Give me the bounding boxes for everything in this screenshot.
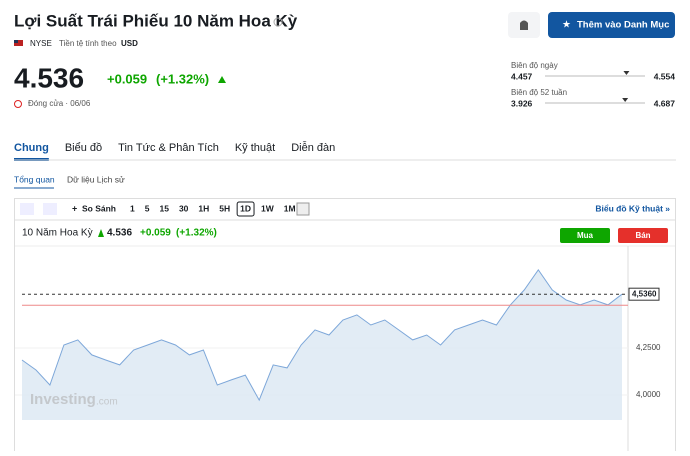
interval-active	[236, 201, 255, 217]
change-pct: (+1.32%)	[156, 71, 209, 86]
interval[interactable]: 1M	[284, 203, 296, 213]
price: 4.536	[14, 62, 84, 93]
watermark-suffix: .com	[96, 397, 118, 408]
watermark: Investing	[30, 391, 96, 408]
interval[interactable]: 15	[159, 203, 169, 213]
buy-button[interactable]	[560, 228, 610, 243]
interval[interactable]: 30	[179, 203, 189, 213]
tab[interactable]: Kỹ thuật	[235, 142, 275, 154]
range-high: 4.554	[654, 71, 676, 81]
tab[interactable]: Biểu đồ	[65, 142, 102, 154]
y-tick-label: 4,0000	[636, 390, 661, 399]
area-icon[interactable]	[43, 203, 57, 215]
chart-price: 4.536	[107, 228, 132, 239]
interval[interactable]: 5H	[219, 203, 230, 213]
status: Đóng cửa · 06/06	[28, 99, 91, 108]
price-tag-label: 4,5360	[632, 289, 657, 298]
sell-label: Bán	[635, 231, 650, 240]
range-track	[545, 102, 645, 104]
range-marker	[623, 71, 630, 75]
tab[interactable]: Diễn đàn	[291, 141, 335, 154]
range-label: Biên độ ngày	[511, 61, 558, 70]
currency-label: Tiền tệ tính theo	[59, 39, 117, 48]
buy-label: Mua	[577, 231, 594, 240]
change: +0.059	[107, 71, 147, 86]
info-icon[interactable]	[273, 17, 283, 27]
range-low: 3.926	[511, 98, 533, 108]
interval[interactable]: 1	[130, 203, 135, 213]
currency: USD	[121, 39, 138, 48]
watchlist-label: Thêm vào Danh Mục	[577, 20, 669, 31]
interval[interactable]: 1D	[240, 203, 251, 213]
compare[interactable]: So Sánh	[82, 203, 116, 213]
range-high: 4.687	[654, 98, 676, 108]
chart-change: +0.059	[140, 228, 171, 239]
area	[22, 269, 622, 420]
candle-icon[interactable]	[20, 203, 34, 215]
watchlist-button[interactable]	[548, 12, 675, 38]
star: ★	[562, 20, 571, 31]
price-tag	[628, 287, 660, 301]
interval[interactable]: 1H	[198, 203, 209, 213]
sell-button[interactable]	[618, 228, 668, 243]
up-arrow	[218, 76, 226, 83]
tab[interactable]: Tin Tức & Phân Tích	[118, 142, 219, 154]
technical-link[interactable]: Biểu đồ Kỹ thuật »	[595, 203, 670, 213]
range-marker	[622, 98, 629, 102]
chart-name: 10 Năm Hoa Kỳ	[22, 228, 93, 239]
settings-icon[interactable]	[296, 202, 310, 216]
exchange: NYSE	[30, 39, 52, 48]
range-track	[545, 75, 645, 77]
range-low: 4.457	[511, 71, 533, 81]
range-label: Biên độ 52 tuần	[511, 88, 567, 97]
chart-frame	[14, 198, 676, 456]
line	[21, 269, 623, 402]
interval[interactable]: 1W	[261, 203, 275, 213]
compare-plus[interactable]: +	[72, 203, 77, 213]
flag	[14, 40, 23, 46]
chart-change-pct: (+1.32%)	[176, 228, 217, 239]
subtab[interactable]: Tổng quan	[14, 174, 55, 184]
clock-icon	[14, 100, 22, 108]
title: Lợi Suất Trái Phiếu 10 Năm Hoa Kỳ	[14, 11, 298, 30]
y-tick-label: 4,2500	[636, 343, 661, 352]
interval[interactable]: 5	[145, 203, 150, 213]
tab[interactable]: Chung	[14, 142, 49, 154]
subtab[interactable]: Dữ liệu Lịch sử	[67, 174, 125, 184]
